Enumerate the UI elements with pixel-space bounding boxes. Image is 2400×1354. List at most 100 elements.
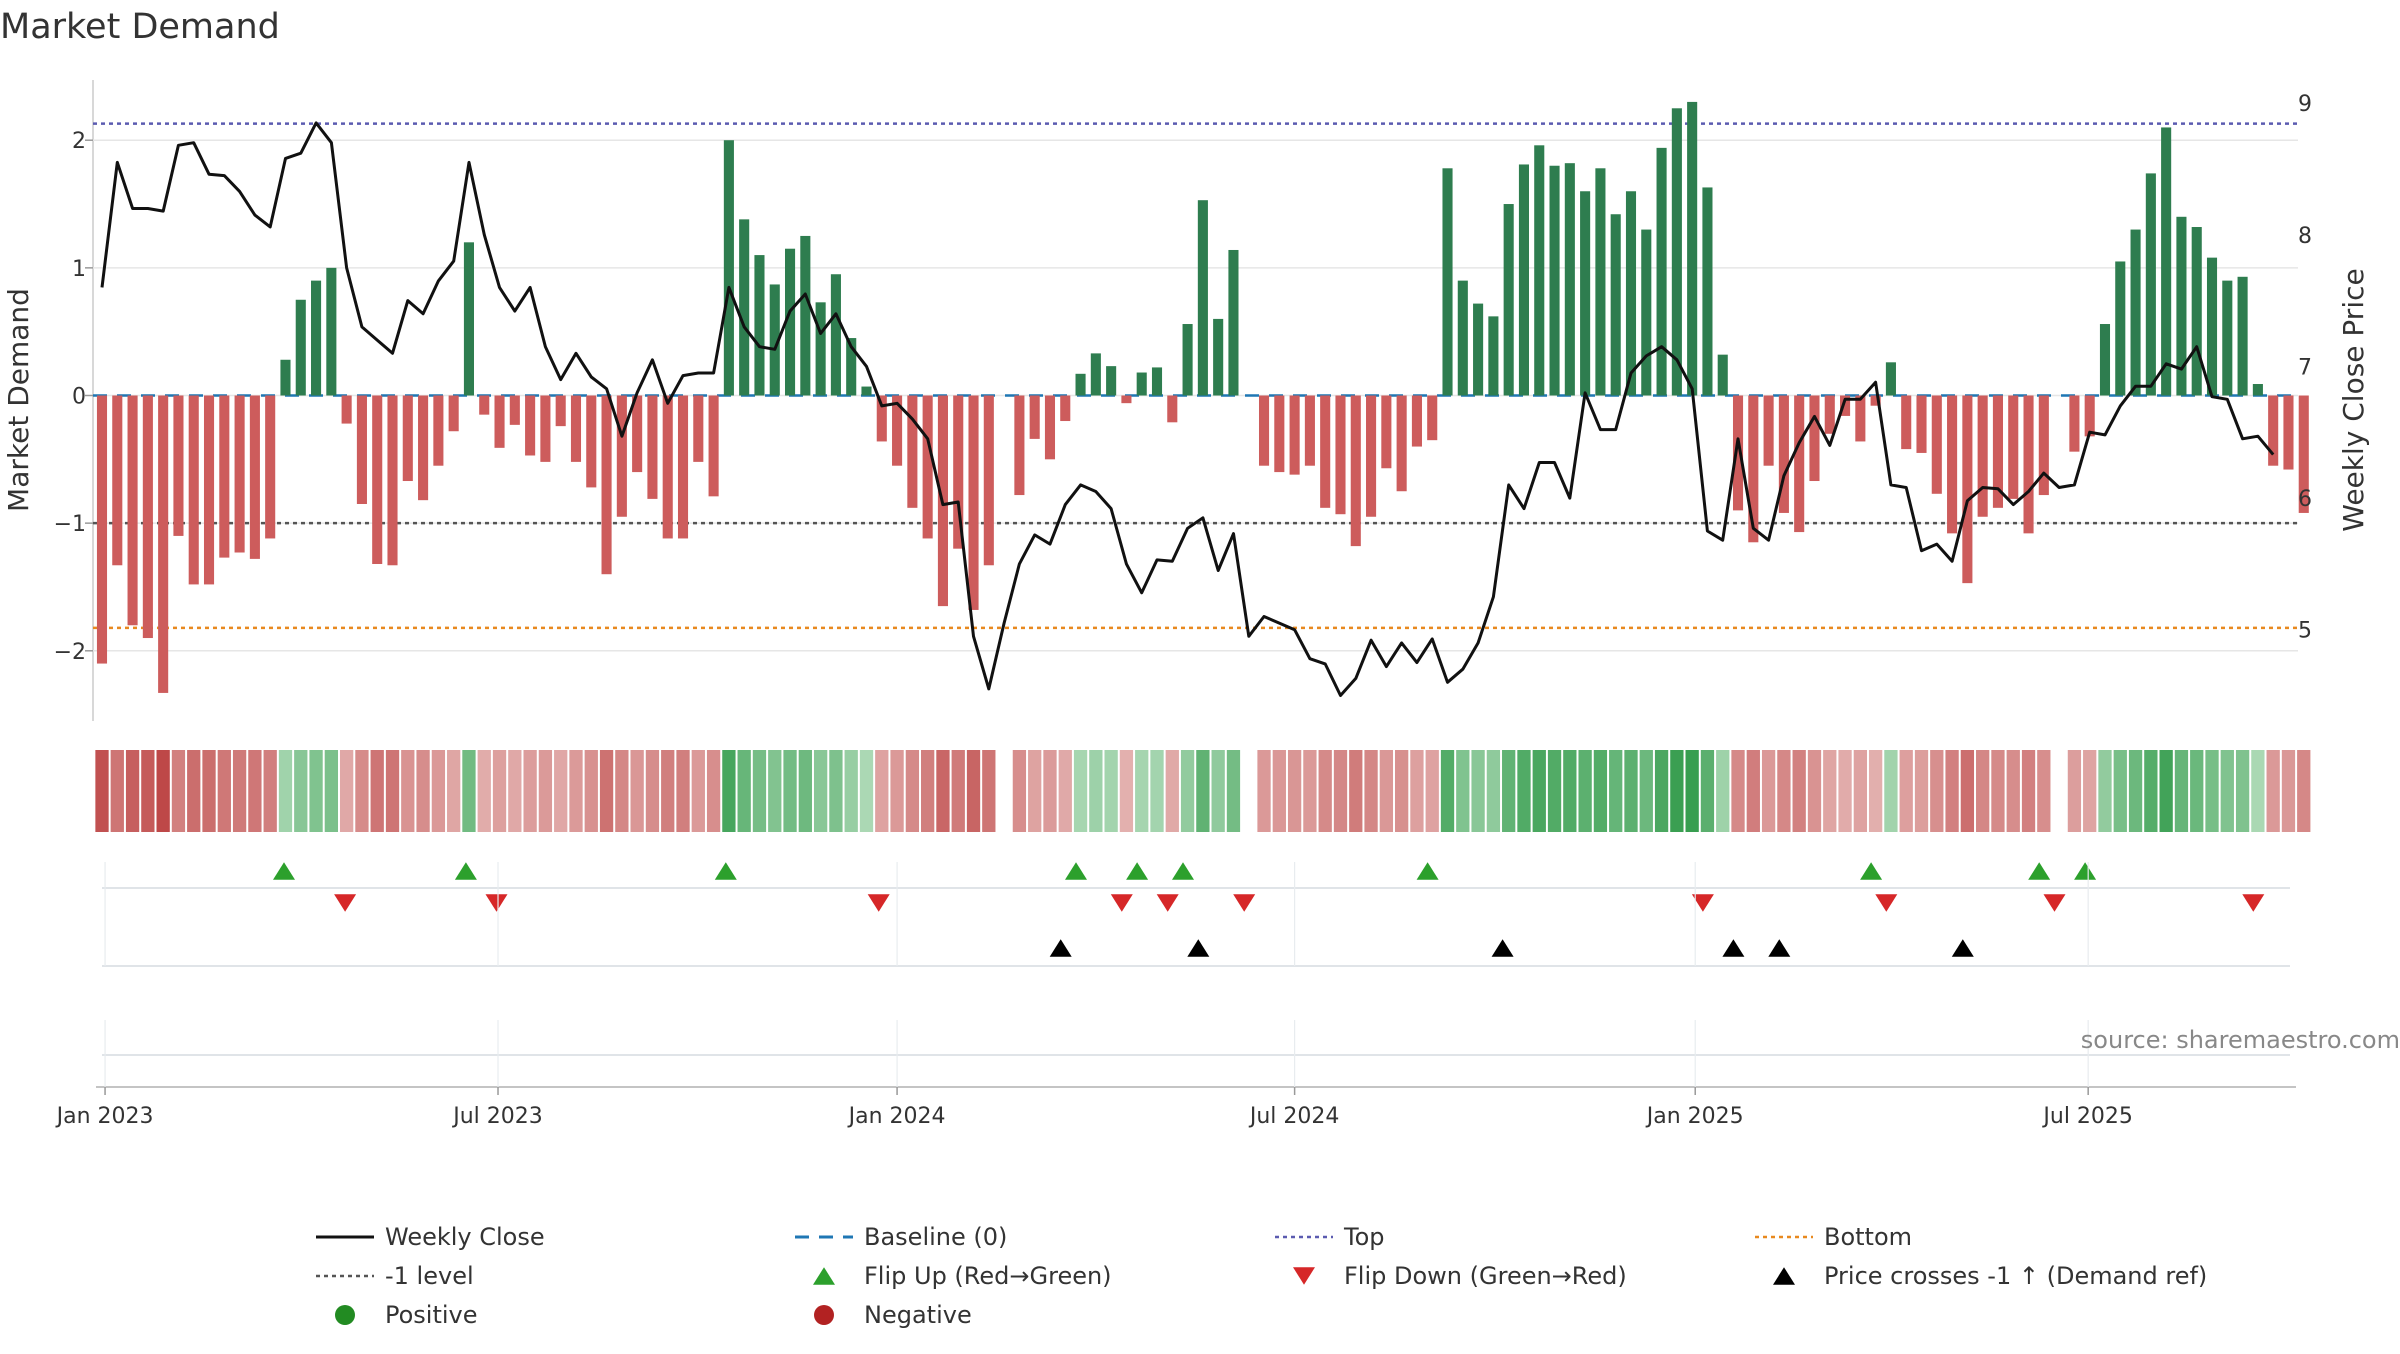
flip-down-marker (1110, 894, 1133, 912)
demand-bar (2099, 324, 2111, 396)
heat-cell (584, 750, 598, 832)
heat-cell (1425, 750, 1439, 832)
demand-bar (1457, 280, 1468, 396)
heat-cell (676, 750, 690, 832)
flip-down-marker (1875, 894, 1898, 912)
demand-bar (372, 395, 383, 564)
demand-bar (1304, 395, 1315, 466)
price-cross-marker (1491, 939, 1514, 957)
demand-bar (2084, 395, 2095, 437)
demand-bar (968, 395, 979, 610)
heat-cell (1914, 750, 1929, 832)
heat-cell (905, 750, 920, 832)
demand-bar (249, 395, 260, 559)
demand-bar (1763, 395, 1774, 466)
heat-cell (1532, 750, 1546, 832)
demand-bar (861, 386, 872, 396)
heat-cell (1700, 750, 1715, 832)
heat-cell (278, 750, 293, 832)
heat-cell (538, 750, 553, 832)
demand-bar (356, 395, 367, 504)
heat-cell (1196, 750, 1210, 832)
reference-lines (93, 122, 2298, 630)
heat-cell (1853, 750, 1867, 832)
heat-cell (1395, 750, 1409, 832)
demand-bar (525, 395, 536, 456)
heat-cell (737, 750, 751, 832)
heat-cell (2083, 750, 2097, 832)
demand-bar (1748, 395, 1759, 543)
right-tick-label: 6 (2298, 487, 2312, 512)
heat-cell (2159, 750, 2173, 832)
legend-swatch (813, 1267, 835, 1285)
axis-labels: −2 −1 0 1 2 5 6 7 8 9 Market Demand Weekly Close Pr… (2, 92, 2370, 665)
demand-bar (219, 395, 230, 558)
heat-cell (1058, 750, 1072, 832)
demand-bar (2145, 173, 2156, 396)
heat-cell (263, 750, 277, 832)
x-axis: Jan 2023 Jul 2023 Jan 2024 Jul 2024 Jan 2025… (55, 862, 2296, 1129)
heat-cell (890, 750, 904, 832)
heat-cell (156, 750, 170, 832)
demand-bar (127, 395, 138, 626)
legend-label: Baseline (0) (864, 1223, 1007, 1251)
demand-bar (280, 359, 291, 396)
heat-cell (1670, 750, 1684, 832)
heat-cell (2037, 750, 2051, 832)
heat-cell (1180, 750, 1195, 832)
demand-bar (1320, 395, 1331, 508)
demand-heat-strip (95, 750, 2311, 832)
demand-bar (723, 140, 734, 396)
demand-bar (1167, 395, 1178, 423)
demand-bar (1901, 395, 1912, 450)
demand-bar (1366, 395, 1377, 517)
source-note: source: sharemaestro.com (2081, 1026, 2400, 1054)
flip-up-marker (454, 862, 477, 880)
flip-down-marker (1156, 894, 1179, 912)
heat-cell (309, 750, 323, 832)
demand-bar (2130, 229, 2141, 396)
heat-cell (1899, 750, 1913, 832)
heat-cell (1731, 750, 1745, 832)
left-axis-title: Market Demand (2, 288, 35, 512)
demand-bar (1885, 362, 1896, 396)
heat-cell (1976, 750, 1990, 832)
demand-bar (586, 395, 597, 488)
demand-bar (1503, 204, 1514, 396)
heat-cell (706, 750, 721, 832)
x-tick-label: Jul 2024 (1248, 1104, 1340, 1129)
demand-bar (1534, 145, 1545, 396)
heat-cell (1211, 750, 1225, 832)
heat-cell (1685, 750, 1699, 832)
heat-cell (1410, 750, 1424, 832)
flip-up-marker (2074, 862, 2097, 880)
flip-up-marker (1065, 862, 1087, 880)
demand-bar (1671, 108, 1682, 396)
heat-cell (599, 750, 614, 832)
heat-cell (2251, 750, 2265, 832)
heat-cell (1471, 750, 1485, 832)
demand-bar (2008, 395, 2019, 499)
demand-bar (1916, 395, 1927, 453)
heat-cell (1043, 750, 1057, 832)
heat-cell (722, 750, 736, 832)
demand-bar (1136, 372, 1147, 396)
right-axis-title: Weekly Close Price (2337, 268, 2370, 531)
heat-cell (1502, 750, 1516, 832)
heat-cell (1150, 750, 1164, 832)
right-tick-label: 9 (2298, 92, 2312, 117)
demand-bar (830, 274, 841, 396)
demand-bar (188, 395, 199, 585)
heat-cell (1486, 750, 1501, 832)
legend-label: Weekly Close (385, 1223, 545, 1251)
heat-cell (1746, 750, 1760, 832)
demand-bar (1564, 163, 1575, 396)
legend-label: Positive (385, 1301, 478, 1329)
flip-down-marker (2043, 894, 2066, 912)
demand-bar (769, 284, 780, 396)
heat-cell (1624, 750, 1638, 832)
heat-cell (1165, 750, 1179, 832)
flip-down-marker (334, 894, 357, 912)
demand-bar (647, 395, 658, 499)
legend-swatch (1773, 1267, 1795, 1285)
